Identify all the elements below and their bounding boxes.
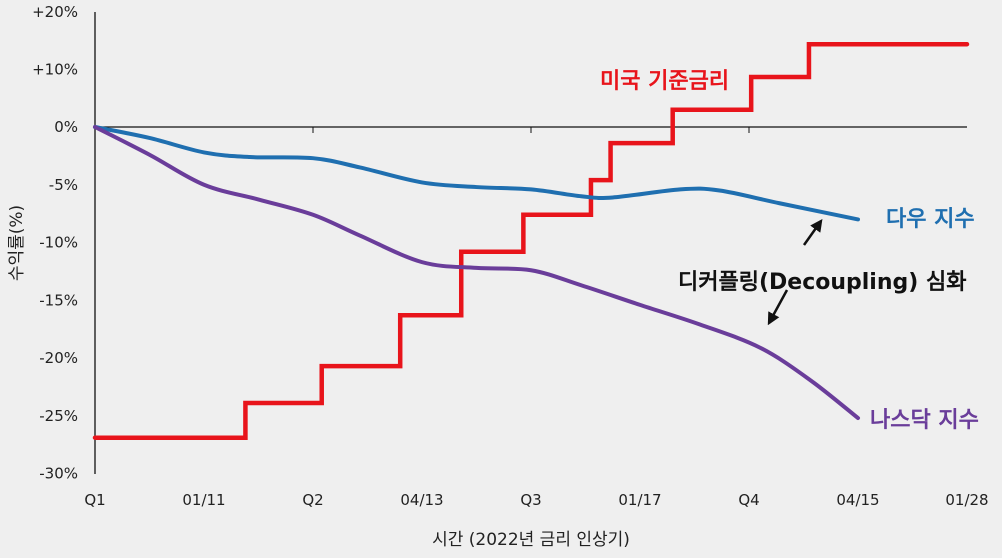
series-label-dow: 다우 지수 [886,207,975,232]
y-tick-label: -30% [39,465,78,483]
series-label-nasdaq: 나스닥 지수 [870,408,979,433]
y-axis-label: 수익률(%) [7,205,27,281]
y-axis-ticks: +20% +10% 0% -5% -10% -15% -20% -25% -30% [32,3,78,483]
x-axis-ticks: Q1 01/11 Q2 04/13 Q3 01/17 Q4 04/15 01/28 [84,127,989,509]
y-tick-label: -10% [39,234,78,252]
x-tick-label: 04/13 [400,491,443,509]
y-tick-label: +10% [32,61,78,79]
y-tick-label: -25% [39,407,78,425]
series-line-nasdaq [93,125,860,421]
x-tick-label: Q1 [84,491,105,509]
annotation-decoupling: 디커플링(Decoupling) 심화 [678,270,966,295]
series-label-rate: 미국 기준금리 [600,69,729,94]
y-tick-label: -5% [49,176,78,194]
y-tick-label: +20% [32,3,78,21]
x-tick-label: 04/15 [836,491,879,509]
x-tick-label: Q4 [738,491,759,509]
x-tick-label: Q2 [302,491,323,509]
x-tick-label: 01/11 [182,491,225,509]
x-tick-label: 01/17 [618,491,661,509]
series-line-dow [93,125,860,222]
y-tick-label: -15% [39,291,78,309]
y-tick-label: -20% [39,349,78,367]
x-axis-label: 시간 (2022년 금리 인상기) [432,530,630,550]
series-line-rate [92,41,970,440]
y-tick-label: 0% [54,118,78,136]
x-tick-label: 01/28 [945,491,988,509]
arrow-to-nasdaq [767,289,789,326]
series-group [92,41,970,440]
arrow-to-dow [802,218,823,246]
x-tick-label: Q3 [520,491,541,509]
